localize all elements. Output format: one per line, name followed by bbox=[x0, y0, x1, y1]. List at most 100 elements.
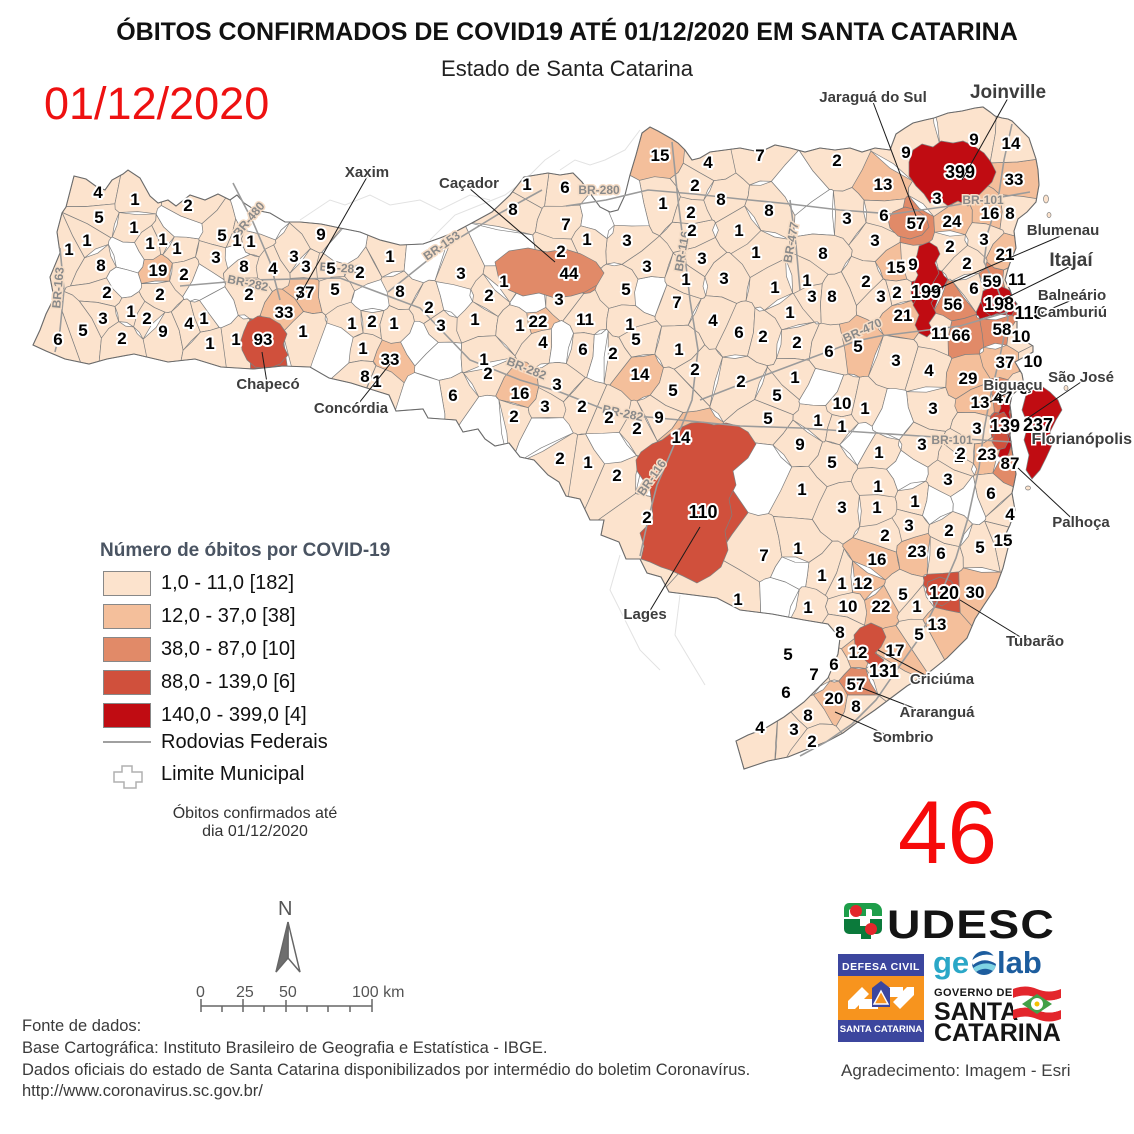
svg-text:1: 1 bbox=[583, 453, 592, 472]
svg-text:6: 6 bbox=[936, 544, 945, 563]
svg-text:Tubarão: Tubarão bbox=[1006, 633, 1064, 650]
svg-text:1: 1 bbox=[582, 230, 591, 249]
svg-text:4: 4 bbox=[708, 311, 718, 330]
svg-text:2: 2 bbox=[892, 283, 901, 302]
svg-text:5: 5 bbox=[772, 386, 781, 405]
svg-text:10: 10 bbox=[839, 597, 858, 616]
svg-text:37: 37 bbox=[996, 353, 1015, 372]
svg-text:1: 1 bbox=[817, 566, 826, 585]
svg-text:15: 15 bbox=[887, 258, 906, 277]
svg-text:Concórdia: Concórdia bbox=[314, 400, 389, 417]
svg-text:Jaraguá do Sul: Jaraguá do Sul bbox=[819, 89, 927, 106]
svg-text:29: 29 bbox=[959, 369, 978, 388]
svg-text:23: 23 bbox=[908, 542, 927, 561]
svg-text:2: 2 bbox=[792, 333, 801, 352]
svg-text:1: 1 bbox=[681, 270, 690, 289]
svg-text:56: 56 bbox=[944, 295, 963, 314]
svg-text:10: 10 bbox=[1024, 352, 1043, 371]
svg-text:BR-101: BR-101 bbox=[962, 193, 1004, 207]
svg-text:BR-280: BR-280 bbox=[578, 183, 620, 197]
svg-text:57: 57 bbox=[907, 214, 926, 233]
svg-text:15: 15 bbox=[651, 146, 670, 165]
svg-text:33: 33 bbox=[275, 303, 294, 322]
svg-text:1: 1 bbox=[522, 175, 531, 194]
svg-text:2: 2 bbox=[577, 397, 586, 416]
svg-text:16: 16 bbox=[511, 384, 530, 403]
svg-text:1: 1 bbox=[298, 322, 307, 341]
svg-text:59: 59 bbox=[983, 272, 1002, 291]
svg-text:3: 3 bbox=[789, 720, 798, 739]
svg-text:1: 1 bbox=[912, 597, 921, 616]
svg-text:3: 3 bbox=[456, 264, 465, 283]
svg-text:4: 4 bbox=[184, 314, 194, 333]
svg-text:6: 6 bbox=[824, 342, 833, 361]
svg-text:5: 5 bbox=[326, 259, 335, 278]
svg-text:17: 17 bbox=[886, 641, 905, 660]
svg-text:Caçador: Caçador bbox=[439, 175, 499, 192]
svg-text:3: 3 bbox=[211, 248, 220, 267]
svg-text:9: 9 bbox=[795, 435, 804, 454]
svg-text:2: 2 bbox=[642, 508, 651, 527]
svg-text:8: 8 bbox=[835, 623, 844, 642]
svg-text:8: 8 bbox=[96, 256, 105, 275]
svg-text:198: 198 bbox=[984, 294, 1014, 314]
svg-text:5: 5 bbox=[94, 208, 103, 227]
svg-text:3: 3 bbox=[719, 269, 728, 288]
svg-text:2: 2 bbox=[556, 242, 565, 261]
svg-text:3: 3 bbox=[697, 249, 706, 268]
svg-text:2: 2 bbox=[183, 196, 192, 215]
svg-text:22: 22 bbox=[529, 312, 548, 331]
svg-text:3: 3 bbox=[876, 287, 885, 306]
svg-text:1: 1 bbox=[770, 278, 779, 297]
svg-text:2: 2 bbox=[690, 176, 699, 195]
svg-text:1: 1 bbox=[389, 314, 398, 333]
svg-text:1: 1 bbox=[129, 218, 138, 237]
svg-text:2: 2 bbox=[244, 285, 253, 304]
svg-text:19: 19 bbox=[149, 261, 168, 280]
svg-text:1: 1 bbox=[126, 302, 135, 321]
svg-text:33: 33 bbox=[381, 350, 400, 369]
svg-text:3: 3 bbox=[436, 316, 445, 335]
svg-text:9: 9 bbox=[316, 225, 325, 244]
svg-text:8: 8 bbox=[818, 244, 827, 263]
svg-text:Palhoça: Palhoça bbox=[1052, 514, 1110, 531]
svg-text:Blumenau: Blumenau bbox=[1027, 222, 1100, 239]
svg-text:1: 1 bbox=[231, 330, 240, 349]
svg-text:37: 37 bbox=[296, 283, 315, 302]
svg-text:1: 1 bbox=[793, 539, 802, 558]
svg-text:9: 9 bbox=[654, 408, 663, 427]
svg-text:2: 2 bbox=[179, 265, 188, 284]
svg-text:6: 6 bbox=[53, 330, 62, 349]
svg-text:6: 6 bbox=[448, 386, 457, 405]
svg-text:57: 57 bbox=[847, 675, 866, 694]
svg-text:12: 12 bbox=[849, 643, 868, 662]
svg-text:14: 14 bbox=[631, 365, 650, 384]
svg-text:3: 3 bbox=[807, 287, 816, 306]
svg-text:24: 24 bbox=[943, 212, 962, 231]
svg-text:1: 1 bbox=[625, 315, 634, 334]
svg-text:Biguaçu: Biguaçu bbox=[983, 377, 1042, 394]
svg-text:1: 1 bbox=[802, 271, 811, 290]
svg-text:3: 3 bbox=[943, 470, 952, 489]
svg-text:7: 7 bbox=[672, 293, 681, 312]
svg-text:11: 11 bbox=[576, 310, 594, 329]
svg-text:3: 3 bbox=[289, 247, 298, 266]
svg-text:2: 2 bbox=[355, 263, 364, 282]
svg-text:120: 120 bbox=[929, 583, 959, 603]
svg-text:2: 2 bbox=[509, 407, 518, 426]
svg-text:44: 44 bbox=[560, 264, 579, 283]
svg-text:2: 2 bbox=[483, 364, 492, 383]
svg-text:2: 2 bbox=[807, 732, 816, 751]
svg-text:21: 21 bbox=[894, 306, 913, 325]
svg-text:BR-282: BR-282 bbox=[319, 260, 362, 277]
svg-text:Camburiú: Camburiú bbox=[1037, 304, 1107, 321]
svg-text:5: 5 bbox=[668, 381, 677, 400]
svg-text:3: 3 bbox=[972, 419, 981, 438]
svg-text:Lages: Lages bbox=[623, 606, 666, 623]
svg-text:6: 6 bbox=[781, 683, 790, 702]
svg-text:237: 237 bbox=[1023, 415, 1053, 435]
svg-text:5: 5 bbox=[783, 645, 792, 664]
svg-text:1: 1 bbox=[470, 310, 479, 329]
svg-text:3: 3 bbox=[554, 290, 563, 309]
svg-text:5: 5 bbox=[975, 538, 984, 557]
